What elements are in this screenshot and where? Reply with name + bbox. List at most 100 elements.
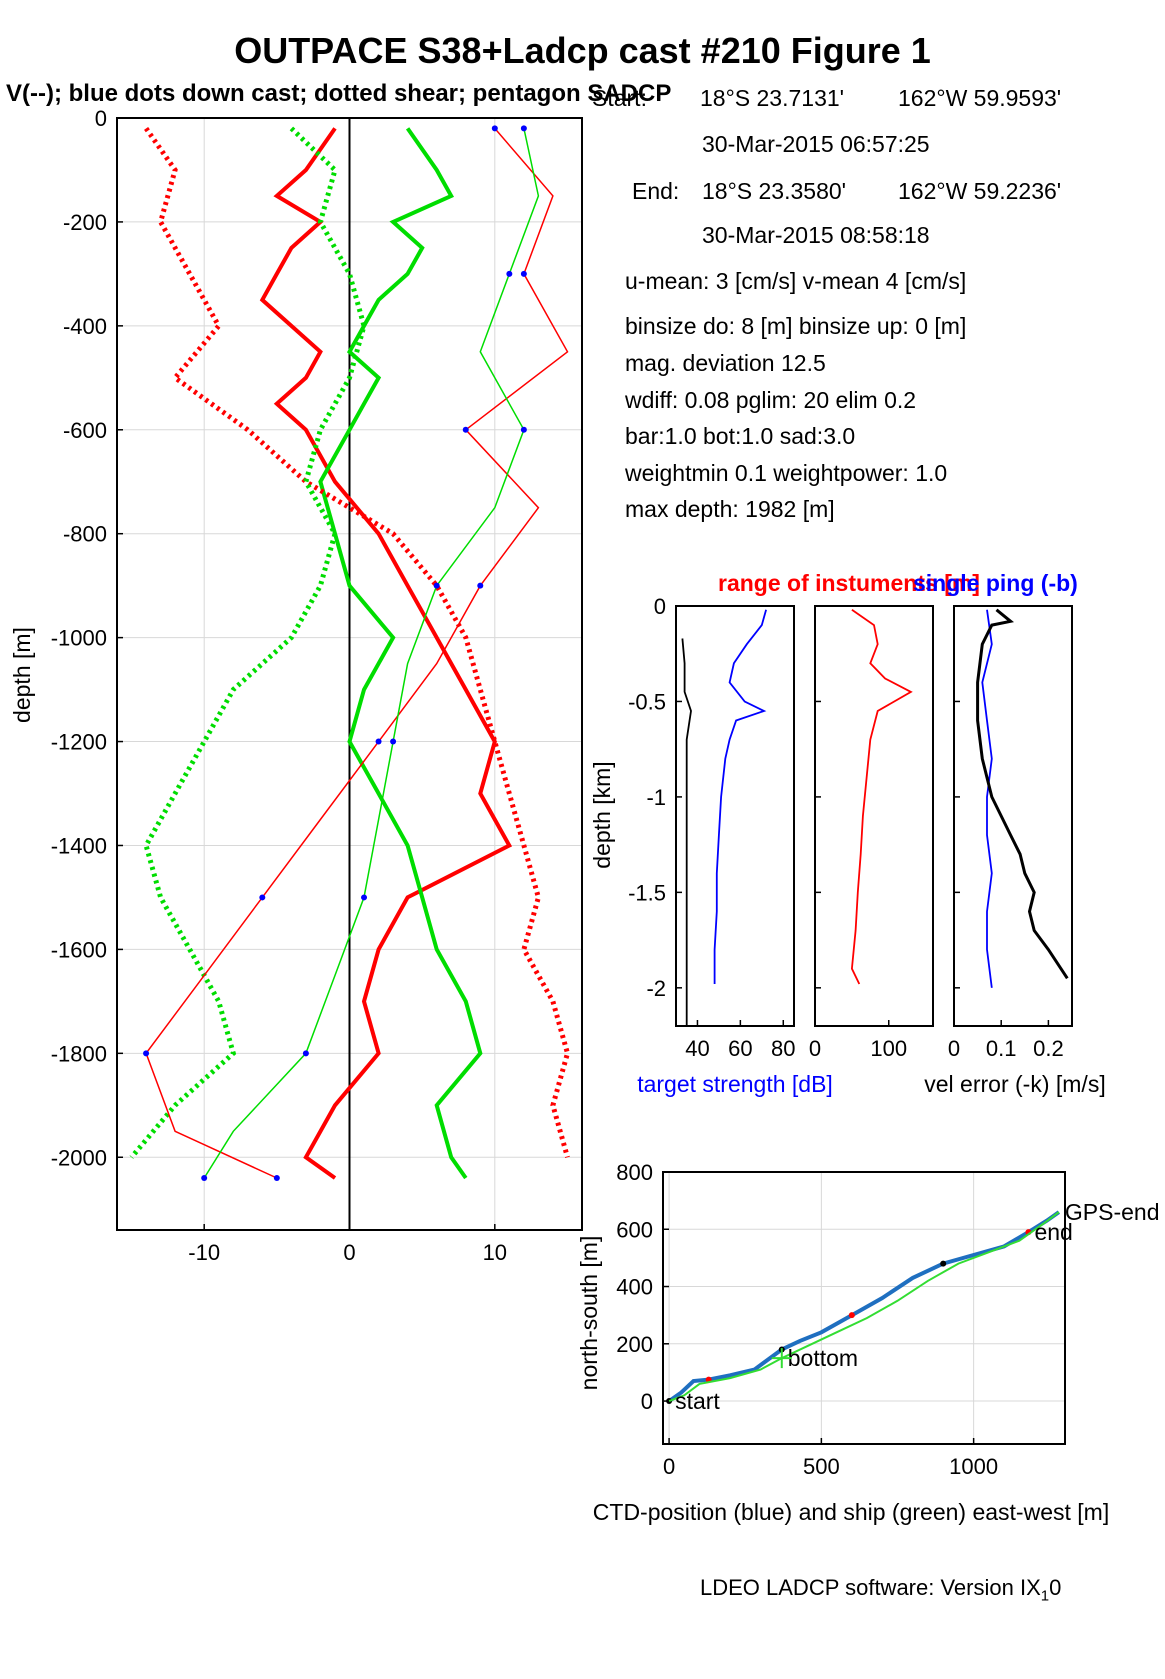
- annotation-start: start: [675, 1388, 720, 1414]
- end-time: 30-Mar-2015 08:58:18: [702, 222, 930, 248]
- y-tick-label: -1: [646, 785, 666, 810]
- downcast-dot: [302, 1050, 309, 1057]
- downcast-dot: [491, 125, 498, 132]
- end-lat: 18°S 23.3580': [702, 178, 847, 204]
- x-tick-label: 100: [870, 1036, 907, 1061]
- binsize: binsize do: 8 [m] binsize up: 0 [m]: [625, 313, 967, 339]
- x-tick-label: 40: [685, 1036, 709, 1061]
- position-frame: [662, 1171, 1066, 1445]
- x-tick-label: 0: [343, 1240, 355, 1265]
- start-lon: 162°W 59.9593': [898, 85, 1062, 111]
- start-label: Start:: [592, 85, 647, 111]
- vel-error-panel: 0 0.1 0.2 vel error (-k) [m/s]: [924, 605, 1106, 1097]
- x-tick-label: 0.2: [1033, 1036, 1064, 1061]
- position-ticks: 0 500 1000 0 200 400 600 800: [616, 1160, 998, 1479]
- x-tick-label: 10: [483, 1240, 507, 1265]
- annotation-GPS-end: GPS-end: [1065, 1199, 1160, 1225]
- x-tick-label: 0.1: [986, 1036, 1017, 1061]
- vel-error-series: [976, 608, 1069, 988]
- y-tick-label: 400: [616, 1275, 653, 1300]
- target-strength-panel: 40 60 80 0 -0.5 -1 -1.5 -2 depth [km] target st…: [589, 594, 833, 1097]
- y-tick-label: 600: [616, 1217, 653, 1242]
- annotation-end: end: [1034, 1219, 1072, 1245]
- y-tick-label: -200: [63, 210, 107, 235]
- y-tick-label: -400: [63, 314, 107, 339]
- position-grid: [663, 1171, 1065, 1444]
- software-version: LDEO LADCP software: Version IX10: [700, 1575, 1062, 1605]
- annotation-bottom: bottom: [788, 1345, 858, 1371]
- target-strength-frame: [675, 605, 795, 1027]
- uv-mean: u-mean: 3 [cm/s] v-mean 4 [cm/s]: [625, 268, 967, 294]
- downcast-dot: [273, 1175, 280, 1182]
- target-strength-series: [681, 609, 767, 1026]
- x-tick-label: 0: [663, 1454, 675, 1479]
- y-tick-label: -800: [63, 522, 107, 547]
- downcast-dot: [506, 270, 513, 277]
- downcast-dot: [361, 894, 368, 901]
- range-series: [850, 609, 913, 985]
- weight: weightmin 0.1 weightpower: 1.0: [625, 460, 948, 486]
- velocity-panel: -10 0 10 0 -200 -400 -600 -800 -1000 -1200 -1400 -1…: [9, 106, 583, 1265]
- series-u_down: [145, 127, 569, 1179]
- position-marker: [848, 1312, 855, 1319]
- target-strength-label: target strength [dB]: [637, 1071, 833, 1097]
- series-v_total: [318, 127, 483, 1180]
- y-tick-label: -1.5: [628, 880, 666, 905]
- series-vel_error: [976, 608, 1069, 980]
- figure-subtitle: V(--); blue dots down cast; dotted shear…: [6, 80, 672, 107]
- downcast-dot: [520, 426, 527, 433]
- range-ticks: 0 100: [809, 605, 907, 1061]
- y-tick-label: -1800: [51, 1041, 107, 1066]
- y-tick-label: -1400: [51, 833, 107, 858]
- velocity-ylabel: depth [m]: [9, 627, 35, 723]
- mag-deviation: mag. deviation 12.5: [625, 350, 826, 376]
- range-panel: 0 100: [809, 605, 934, 1061]
- x-tick-label: 60: [728, 1036, 752, 1061]
- end-lon: 162°W 59.2236': [898, 178, 1062, 204]
- downcast-dot: [520, 270, 527, 277]
- end-label: End:: [632, 178, 680, 204]
- vel-error-frame: [953, 605, 1073, 1027]
- series-range: [850, 609, 913, 985]
- series-ts: [713, 609, 767, 984]
- series-single_ping: [981, 609, 993, 988]
- y-tick-label: -1200: [51, 730, 107, 755]
- wdiff: wdiff: 0.08 pglim: 20 elim 0.2: [625, 387, 917, 413]
- series-ts_ref: [681, 638, 692, 1026]
- depth-km-label: depth [km]: [589, 761, 615, 868]
- y-tick-label: -1600: [51, 937, 107, 962]
- y-tick-label: -2000: [51, 1145, 107, 1170]
- x-tick-label: 80: [771, 1036, 795, 1061]
- target-strength-ticks: 40 60 80 0 -0.5 -1 -1.5 -2: [628, 594, 795, 1061]
- x-tick-label: -10: [188, 1240, 220, 1265]
- downcast-dot: [143, 1050, 150, 1057]
- downcast-dot: [390, 738, 397, 745]
- bar-bot-sad: bar:1.0 bot:1.0 sad:3.0: [625, 423, 856, 449]
- series-v_down: [203, 128, 540, 1179]
- figure-title: OUTPACE S38+Ladcp cast #210 Figure 1: [234, 30, 931, 71]
- y-tick-label: -0.5: [628, 689, 666, 714]
- downcast-dot: [375, 738, 382, 745]
- max-depth: max depth: 1982 [m]: [625, 496, 835, 522]
- series-u_shear: [144, 126, 571, 1158]
- range-title: range of instuments [m]: [718, 570, 980, 596]
- x-tick-label: 0: [948, 1036, 960, 1061]
- y-tick-label: -1000: [51, 626, 107, 651]
- y-tick-label: -2: [646, 976, 666, 1001]
- downcast-dot: [259, 894, 266, 901]
- y-tick-label: 0: [95, 106, 107, 131]
- y-tick-label: 200: [616, 1332, 653, 1357]
- downcast-dot: [201, 1175, 208, 1182]
- start-time: 30-Mar-2015 06:57:25: [702, 131, 930, 157]
- vel-error-label: vel error (-k) [m/s]: [924, 1071, 1105, 1097]
- position-marker: [940, 1260, 947, 1267]
- single-ping-title: single ping (-b): [913, 570, 1078, 596]
- y-tick-label: 0: [654, 594, 666, 619]
- downcast-dot: [433, 582, 440, 589]
- north-south-label: north-south [m]: [576, 1236, 602, 1391]
- series-ctd: [667, 1210, 1061, 1403]
- series-v_shear: [129, 126, 367, 1159]
- east-west-label: CTD-position (blue) and ship (green) eas…: [593, 1499, 1109, 1525]
